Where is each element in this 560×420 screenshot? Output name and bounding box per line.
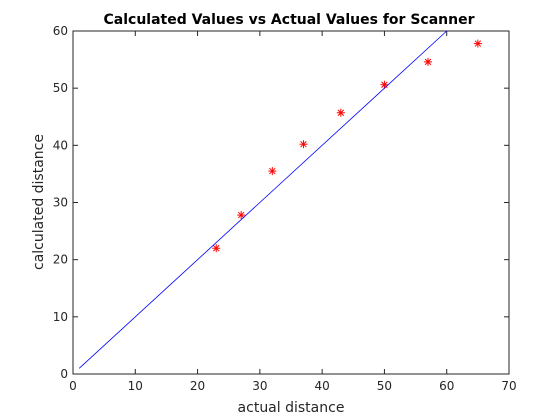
data-point [212,244,221,253]
y-tick-label: 20 [53,253,68,267]
y-axis-label: calculated distance [31,134,47,270]
y-tick-label: 50 [53,81,68,95]
y-axis: 0 10 20 30 40 50 60 [53,24,509,381]
data-point [299,140,308,149]
y-tick-label: 30 [53,196,68,210]
x-tick-label: 50 [377,379,392,393]
plot-area: 0 10 20 30 40 50 60 70 0 10 20 30 40 50 60 [53,24,517,393]
x-tick-label: 20 [190,379,205,393]
data-point [336,108,345,117]
y-tick-label: 0 [60,367,68,381]
x-tick-label: 0 [69,379,77,393]
y-tick-label: 60 [53,24,68,38]
x-tick-label: 40 [315,379,330,393]
x-axis-label: actual distance [238,400,345,416]
data-point [473,39,482,48]
x-axis: 0 10 20 30 40 50 60 70 [69,31,517,393]
data-point [268,167,277,176]
x-tick-label: 70 [501,379,516,393]
x-tick-label: 60 [439,379,454,393]
x-tick-label: 30 [252,379,267,393]
y-tick-label: 40 [53,138,68,152]
axes-box [72,30,510,375]
series-layer [78,30,482,369]
x-tick-label: 10 [128,379,143,393]
reference-line [78,30,447,369]
data-point [237,211,246,220]
y-tick-label: 10 [53,310,68,324]
data-point [424,57,433,66]
chart-title: Calculated Values vs Actual Values for S… [104,12,475,28]
data-point [380,80,389,89]
